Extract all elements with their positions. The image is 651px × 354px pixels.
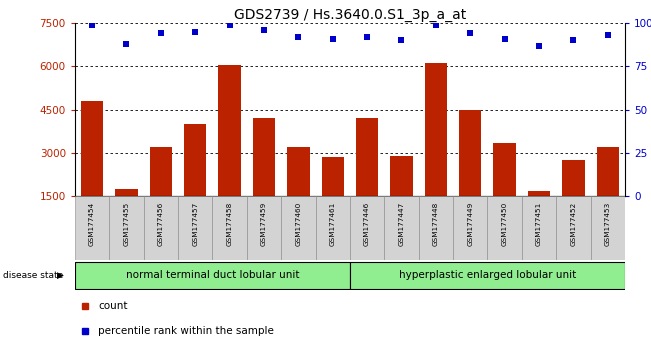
Bar xyxy=(590,196,625,260)
Bar xyxy=(75,196,109,260)
Bar xyxy=(356,118,378,240)
Bar xyxy=(453,196,488,260)
Text: GSM177448: GSM177448 xyxy=(433,201,439,246)
Bar xyxy=(419,196,453,260)
Bar xyxy=(596,147,619,240)
Bar xyxy=(184,124,206,240)
Text: GSM177461: GSM177461 xyxy=(329,201,336,246)
Text: GSM177447: GSM177447 xyxy=(398,201,404,246)
Text: percentile rank within the sample: percentile rank within the sample xyxy=(98,326,274,336)
Text: GSM177449: GSM177449 xyxy=(467,201,473,246)
Text: GSM177454: GSM177454 xyxy=(89,201,95,246)
Bar xyxy=(424,63,447,240)
Bar xyxy=(218,65,241,240)
Bar xyxy=(81,101,104,240)
Bar xyxy=(522,196,556,260)
Bar xyxy=(391,156,413,240)
Bar xyxy=(350,262,625,289)
Text: GSM177453: GSM177453 xyxy=(605,201,611,246)
Text: GSM177455: GSM177455 xyxy=(124,201,130,246)
Text: GSM177446: GSM177446 xyxy=(364,201,370,246)
Bar xyxy=(287,147,309,240)
Bar xyxy=(493,143,516,240)
Bar xyxy=(150,147,172,240)
Text: count: count xyxy=(98,301,128,311)
Text: GSM177460: GSM177460 xyxy=(296,201,301,246)
Bar xyxy=(488,196,522,260)
Bar xyxy=(562,160,585,240)
Bar xyxy=(350,196,384,260)
Bar xyxy=(316,196,350,260)
Text: hyperplastic enlarged lobular unit: hyperplastic enlarged lobular unit xyxy=(399,270,576,280)
Bar xyxy=(212,196,247,260)
Text: GSM177457: GSM177457 xyxy=(192,201,198,246)
Bar xyxy=(75,262,350,289)
Bar xyxy=(322,158,344,240)
Bar xyxy=(109,196,144,260)
Text: GSM177451: GSM177451 xyxy=(536,201,542,246)
Bar xyxy=(144,196,178,260)
Text: GSM177452: GSM177452 xyxy=(570,201,576,246)
Bar xyxy=(556,196,590,260)
Text: disease state: disease state xyxy=(3,271,64,280)
Bar xyxy=(178,196,212,260)
Bar xyxy=(115,189,137,240)
Bar xyxy=(384,196,419,260)
Text: GSM177458: GSM177458 xyxy=(227,201,232,246)
Text: GSM177450: GSM177450 xyxy=(502,201,508,246)
Bar xyxy=(253,118,275,240)
Bar xyxy=(459,110,482,240)
Bar xyxy=(528,191,550,240)
Bar xyxy=(247,196,281,260)
Title: GDS2739 / Hs.3640.0.S1_3p_a_at: GDS2739 / Hs.3640.0.S1_3p_a_at xyxy=(234,8,466,22)
Text: ▶: ▶ xyxy=(57,271,64,280)
Text: normal terminal duct lobular unit: normal terminal duct lobular unit xyxy=(126,270,299,280)
Bar xyxy=(281,196,316,260)
Text: GSM177459: GSM177459 xyxy=(261,201,267,246)
Text: GSM177456: GSM177456 xyxy=(158,201,164,246)
